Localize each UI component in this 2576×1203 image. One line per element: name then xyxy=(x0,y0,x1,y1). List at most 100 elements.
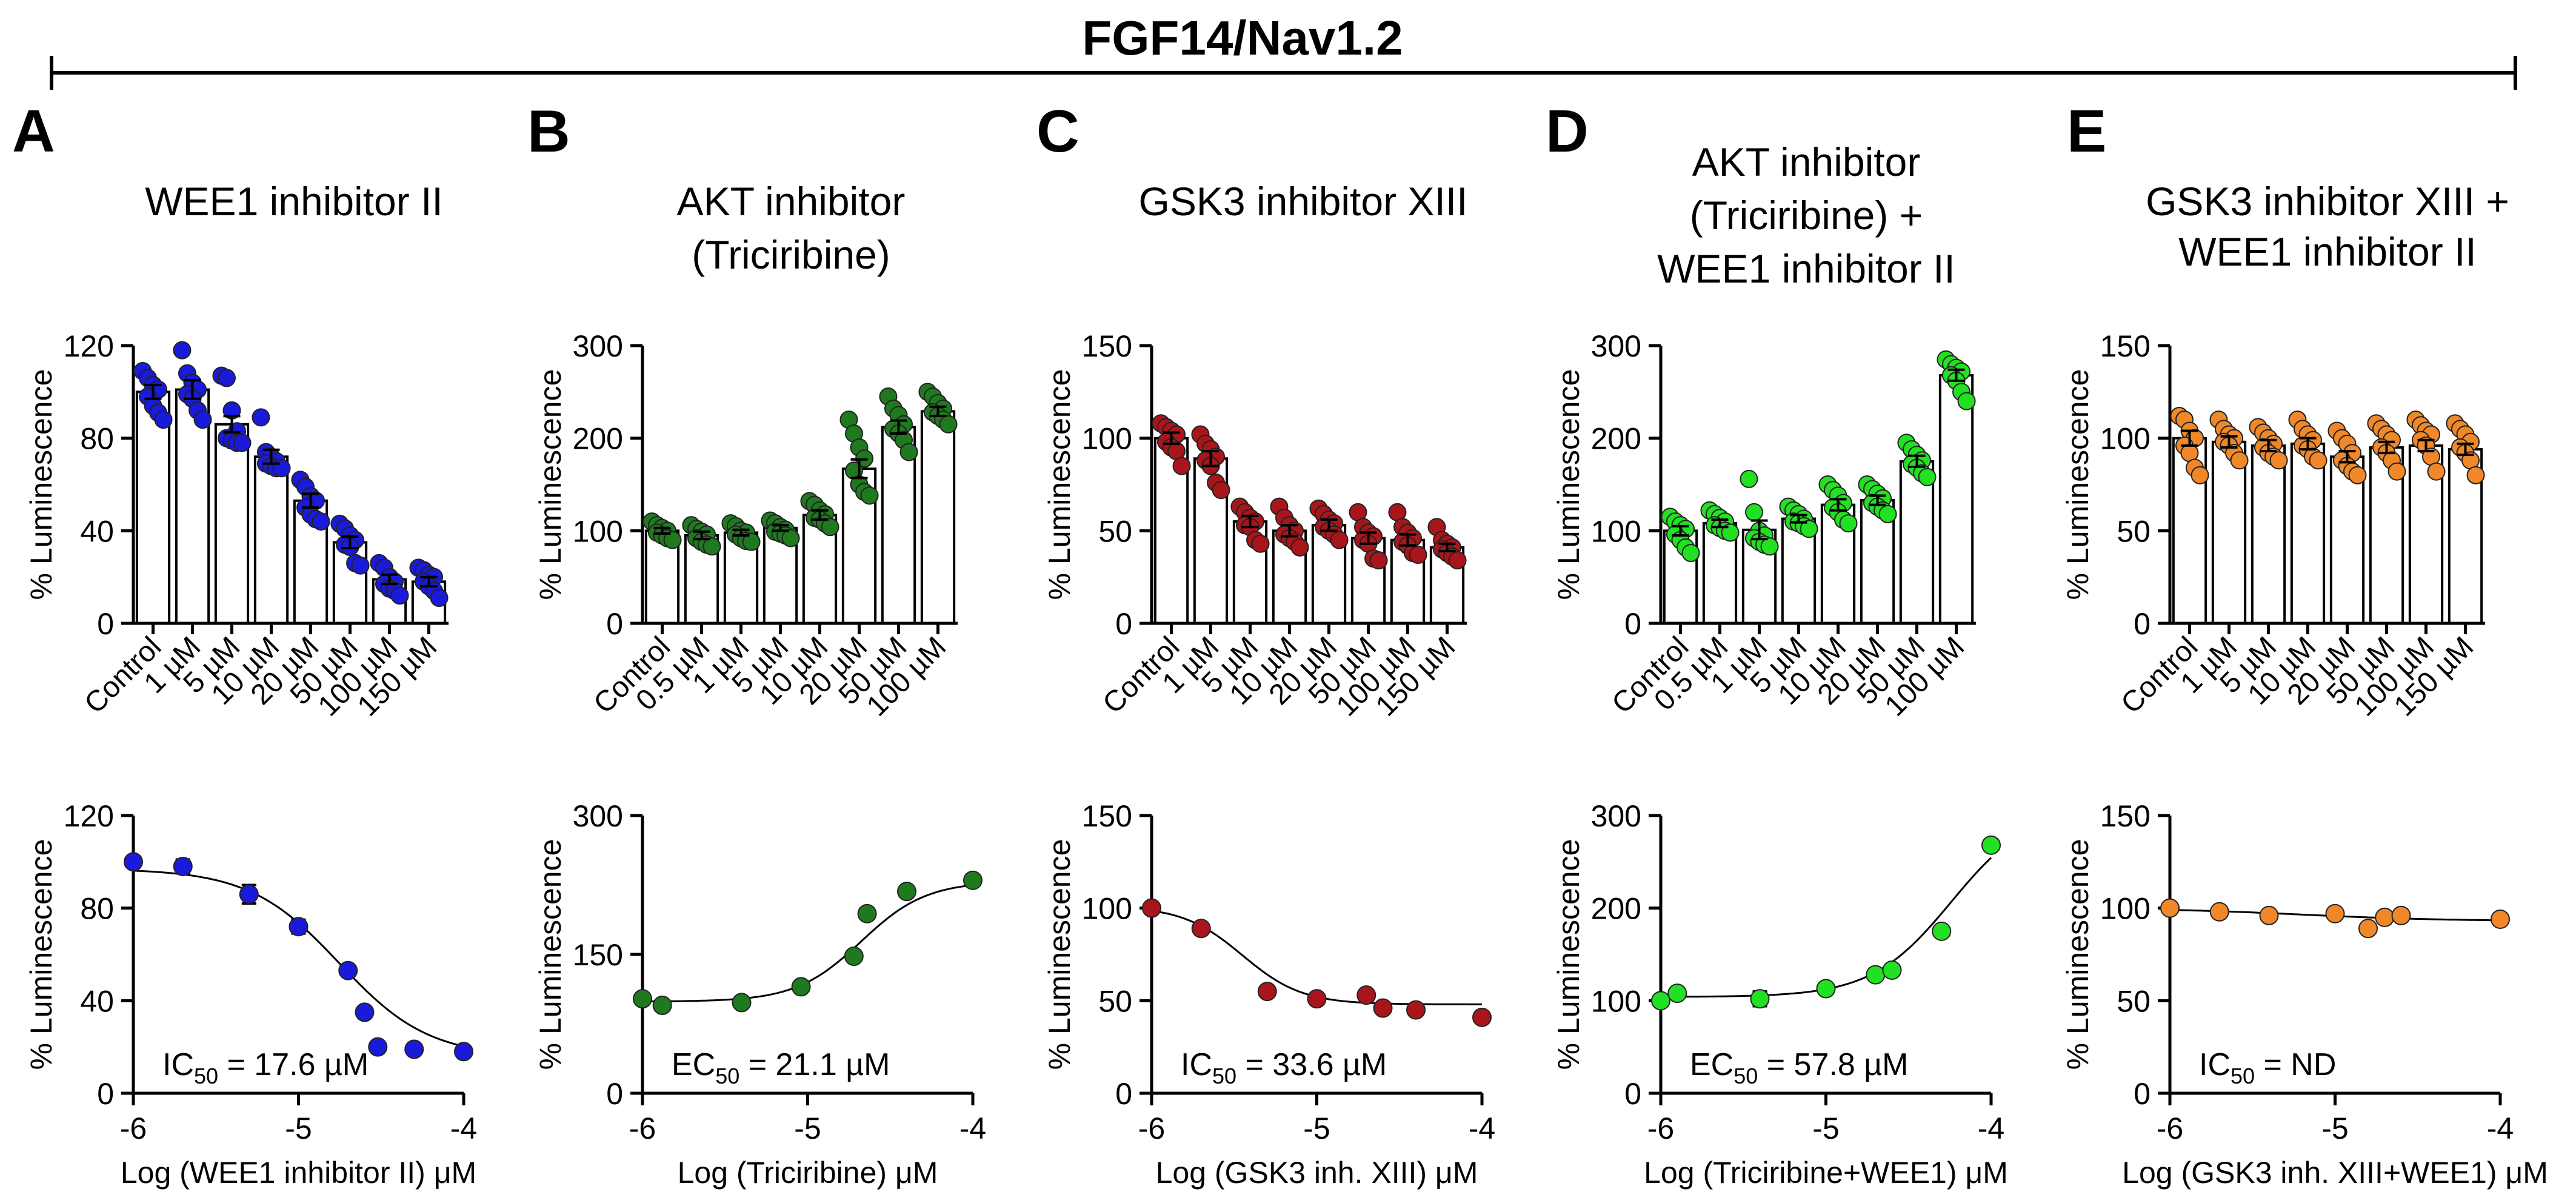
stat-label: IC50 = 33.6 µM xyxy=(1181,1047,1387,1088)
data-point xyxy=(1257,982,1277,1002)
data-point xyxy=(1290,538,1309,557)
stat-label: IC50 = ND xyxy=(2199,1047,2336,1088)
data-point xyxy=(1744,503,1763,521)
panel-title: WEE1 inhibitor II xyxy=(1657,246,1955,291)
x-tick-label: -4 xyxy=(959,1111,986,1145)
bar-panel-d: D AKT inhibitor (Triciribine) + WEE1 inhibi… xyxy=(1546,98,1976,723)
y-tick-label: 50 xyxy=(2117,984,2151,1018)
fit-curve xyxy=(133,870,464,1048)
bar-panel-e: E GSK3 inhibitor XIII + WEE1 inhibitor II 0… xyxy=(2061,98,2509,723)
y-tick-label: 50 xyxy=(1098,514,1132,548)
data-point xyxy=(289,917,309,937)
bar-panel-a: A WEE1 inhibitor II 0 40 80 120% Luminescence… xyxy=(12,98,449,723)
data-point xyxy=(1212,481,1230,500)
data-point xyxy=(2191,466,2209,484)
y-tick-label: 300 xyxy=(573,329,623,363)
y-tick-label: 100 xyxy=(573,514,623,548)
data-point xyxy=(404,1039,424,1059)
data-point xyxy=(124,852,143,872)
y-tick-label: 40 xyxy=(80,514,114,548)
y-tick-label: 0 xyxy=(2134,1077,2151,1111)
data-point xyxy=(173,856,193,876)
data-point xyxy=(252,408,270,427)
data-point xyxy=(663,531,682,549)
x-tick-label: -6 xyxy=(2157,1111,2183,1145)
y-axis-label: % Luminescence xyxy=(24,369,58,600)
x-axis-label: Log (GSK3 inh. XIII+WEE1) μM xyxy=(2122,1156,2548,1190)
data-point xyxy=(1330,531,1349,549)
data-point xyxy=(2269,451,2288,470)
data-point xyxy=(732,993,752,1013)
x-axis-label: Log (Triciribine) μM xyxy=(678,1156,938,1190)
y-axis-label: % Luminescence xyxy=(1043,369,1076,600)
curve-panel-a: 0 40 80 120 -6 -5 -4 % Luminescence Log (WEE1 in… xyxy=(24,799,477,1190)
x-tick-label: -4 xyxy=(1978,1111,2004,1145)
panel-title: (Triciribine) xyxy=(692,232,890,277)
data-point xyxy=(857,903,877,923)
data-point xyxy=(2160,898,2180,918)
data-point xyxy=(1800,520,1818,538)
data-point xyxy=(2259,905,2279,925)
panel-letter-b: B xyxy=(527,98,570,164)
data-point xyxy=(338,960,358,980)
data-point xyxy=(791,977,811,997)
y-tick-label: 100 xyxy=(1082,422,1132,456)
data-point xyxy=(390,586,409,605)
y-axis-label: % Luminescence xyxy=(2061,839,2095,1070)
panel-letter-a: A xyxy=(12,98,55,164)
data-point xyxy=(1882,960,1902,980)
data-point xyxy=(1369,551,1388,570)
y-tick-label: 0 xyxy=(2134,607,2151,641)
y-axis-label: % Luminescence xyxy=(533,369,567,600)
data-point xyxy=(193,410,212,429)
data-point xyxy=(1918,467,1937,486)
panel-title: WEE1 inhibitor II xyxy=(2178,229,2477,274)
x-tick-label: -5 xyxy=(1303,1111,1330,1145)
y-tick-label: 80 xyxy=(80,422,114,456)
y-tick-label: 200 xyxy=(573,422,623,456)
data-point xyxy=(173,341,192,360)
data-point xyxy=(2466,466,2485,484)
x-tick-label: -5 xyxy=(285,1111,312,1145)
data-point xyxy=(860,486,879,505)
data-point xyxy=(781,529,800,548)
y-tick-label: 40 xyxy=(80,984,114,1018)
y-tick-label: 0 xyxy=(1624,607,1641,641)
data-point xyxy=(897,882,916,902)
bar-panel-c: C GSK3 inhibitor XIII 0 50 100 150% Luminesce… xyxy=(1036,98,1467,723)
y-tick-label: 300 xyxy=(1591,329,1641,363)
data-point xyxy=(2491,909,2510,929)
data-point xyxy=(1307,989,1327,1009)
bar xyxy=(253,455,289,625)
y-tick-label: 50 xyxy=(2117,514,2151,548)
panel-letter-e: E xyxy=(2067,98,2106,164)
data-point xyxy=(1142,898,1161,918)
y-tick-label: 200 xyxy=(1591,422,1641,456)
data-point xyxy=(821,518,839,537)
panel-title: AKT inhibitor xyxy=(677,179,906,224)
data-point xyxy=(1750,989,1770,1009)
data-point xyxy=(351,556,370,575)
data-point xyxy=(2230,451,2249,470)
y-tick-label: 150 xyxy=(573,938,623,972)
panel-letter-d: D xyxy=(1546,98,1589,164)
data-point xyxy=(844,947,864,967)
data-point xyxy=(652,995,672,1015)
y-tick-label: 80 xyxy=(80,892,114,926)
y-tick-label: 100 xyxy=(2100,892,2151,926)
data-point xyxy=(2348,466,2367,484)
x-axis-label: Log (GSK3 inh. XIII) μM xyxy=(1156,1156,1478,1190)
bar xyxy=(1938,374,1974,625)
y-tick-label: 120 xyxy=(64,329,114,363)
bar xyxy=(135,390,171,625)
panel-title: WEE1 inhibitor II xyxy=(145,179,443,224)
panel-title: (Triciribine) + xyxy=(1690,193,1923,238)
y-axis-label: % Luminescence xyxy=(1552,369,1586,600)
data-point xyxy=(2209,902,2229,922)
x-tick-label: -5 xyxy=(794,1111,821,1145)
y-tick-label: 100 xyxy=(1082,892,1132,926)
y-tick-label: 0 xyxy=(97,1077,114,1111)
stat-label: EC50 = 57.8 µM xyxy=(1690,1047,1909,1088)
data-point xyxy=(2309,451,2327,470)
